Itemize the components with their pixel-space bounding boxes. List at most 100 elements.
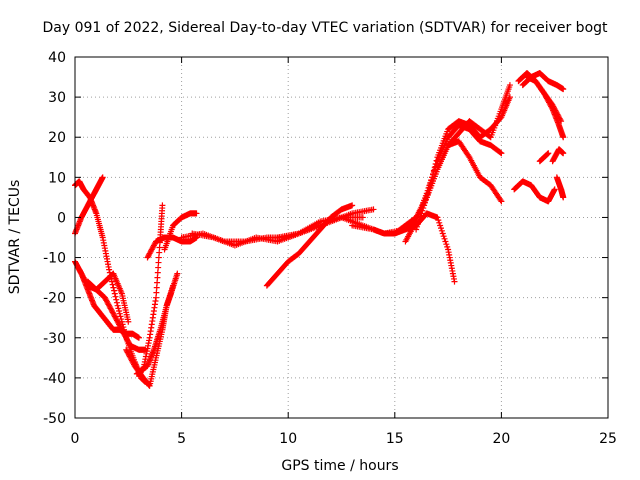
data-point-marker [114,302,121,309]
data-point-marker [174,270,181,277]
data-point-marker [193,210,200,217]
data-point-marker [498,198,505,205]
data-point-marker [545,150,552,157]
y-tick-label: -30 [43,331,66,347]
data-point-marker [116,308,123,315]
data-point-marker [156,244,163,251]
data-point-marker [113,296,120,303]
data-point-marker [349,202,356,209]
data-point-marker [422,199,429,206]
y-tick-label: -40 [43,371,66,387]
data-point-marker [154,279,161,286]
data-point-marker [154,269,161,276]
data-point-marker [159,202,166,209]
data-point-marker [444,243,451,250]
data-point-marker [416,215,423,222]
data-point-marker [413,226,420,233]
data-series [72,174,106,237]
data-point-marker [437,225,444,232]
data-series [523,74,565,125]
data-point-marker [506,82,513,89]
data-point-marker [153,294,160,301]
plot-border [74,56,609,419]
data-point-marker [560,150,567,157]
data-point-marker [497,197,504,204]
data-point-marker [435,217,442,224]
data-point-marker [414,223,421,230]
data-point-marker [433,157,440,164]
data-series [138,282,177,373]
data-point-marker [156,249,163,256]
y-tick-label: -10 [43,251,66,267]
data-point-marker [115,305,122,312]
data-point-marker [109,281,116,288]
data-point-marker [442,238,449,245]
data-point-marker [125,318,132,325]
y-tick-label: 10 [48,170,66,186]
data-point-marker [422,197,429,204]
data-point-marker [155,254,162,261]
data-point-marker [111,287,118,294]
data-point-marker [441,235,448,242]
data-series [423,82,513,201]
data-point-marker [153,289,160,296]
axis-layer: 0 5 10 15 20 25 -50 -40 -30 -20 -10 0 10 20 30 40 [43,50,617,447]
data-point-marker [417,213,424,220]
data-point-marker [359,214,366,221]
x-tick-label: 0 [71,431,80,447]
data-point-marker [111,290,118,297]
y-axis-label: SDTVAR / TECUs [7,180,23,295]
x-tick-label: 25 [599,431,617,447]
data-point-marker [551,186,558,193]
x-tick-label: 15 [386,431,404,447]
data-point-marker [135,334,142,341]
data-point-marker [443,241,450,248]
data-point-marker [560,194,567,201]
data-point-marker [116,310,123,317]
series-layer [72,70,567,389]
data-point-marker [439,230,446,237]
data-point-marker [106,266,113,273]
data-point-marker [451,278,458,285]
data-point-marker [430,167,437,174]
grid-layer [75,57,608,418]
data-series [263,202,356,289]
data-point-marker [497,149,504,156]
data-point-marker [436,219,443,226]
data-point-marker [170,282,177,289]
data-point-marker [465,152,472,159]
data-point-marker [110,284,117,291]
data-point-marker [117,313,124,320]
data-point-marker [415,218,422,225]
data-point-marker [155,264,162,271]
data-series [76,266,132,325]
y-tick-label: 20 [48,130,66,146]
data-point-marker [498,150,505,157]
data-point-marker [370,206,377,213]
data-point-marker [420,205,427,212]
data-point-marker [432,160,439,167]
x-tick-label: 20 [492,431,510,447]
data-point-marker [153,284,160,291]
data-point-marker [99,174,106,181]
data-point-marker [421,202,428,209]
data-point-marker [113,299,120,306]
chart-title: Day 091 of 2022, Sidereal Day-to-day VTE… [42,20,608,36]
y-tick-label: 30 [48,90,66,106]
data-point-marker [438,227,445,234]
y-tick-label: -50 [43,411,66,427]
data-series [161,210,200,253]
data-point-marker [155,259,162,266]
data-point-marker [557,116,564,123]
data-point-marker [560,86,567,93]
data-point-marker [544,150,551,157]
data-point-marker [418,210,425,217]
x-tick-label: 10 [279,431,297,447]
data-series [536,150,552,165]
data-point-marker [560,134,567,141]
data-point-marker [419,207,426,214]
y-tick-label: -20 [43,291,66,307]
data-point-marker [154,274,161,281]
